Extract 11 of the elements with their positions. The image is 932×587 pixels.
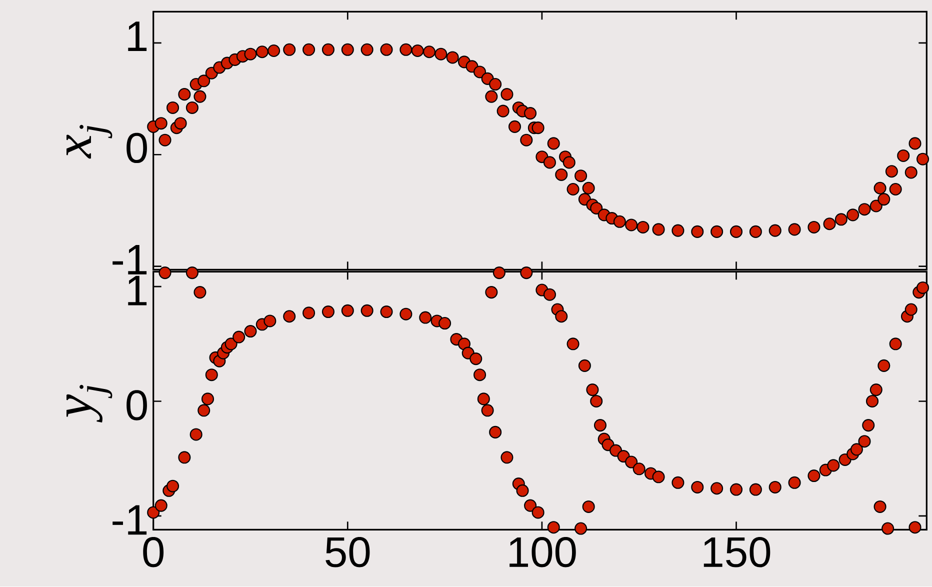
x-tick-label: 50 (326, 537, 370, 568)
y-tick-label: -1 (112, 505, 147, 535)
y-tick-label: 0 (126, 133, 147, 164)
y-axis-title: x$_{j}$ (66, 125, 112, 159)
x-tick-label: 150 (704, 537, 770, 568)
y-axis-title: y$_{j}$ (66, 385, 112, 423)
y-tick-label: 1 (128, 276, 147, 306)
x-tick-label: 100 (510, 537, 576, 568)
y-tick-label: -1 (112, 245, 147, 274)
y-tick-label: 1 (128, 22, 147, 52)
y-tick-label: 0 (126, 390, 147, 421)
